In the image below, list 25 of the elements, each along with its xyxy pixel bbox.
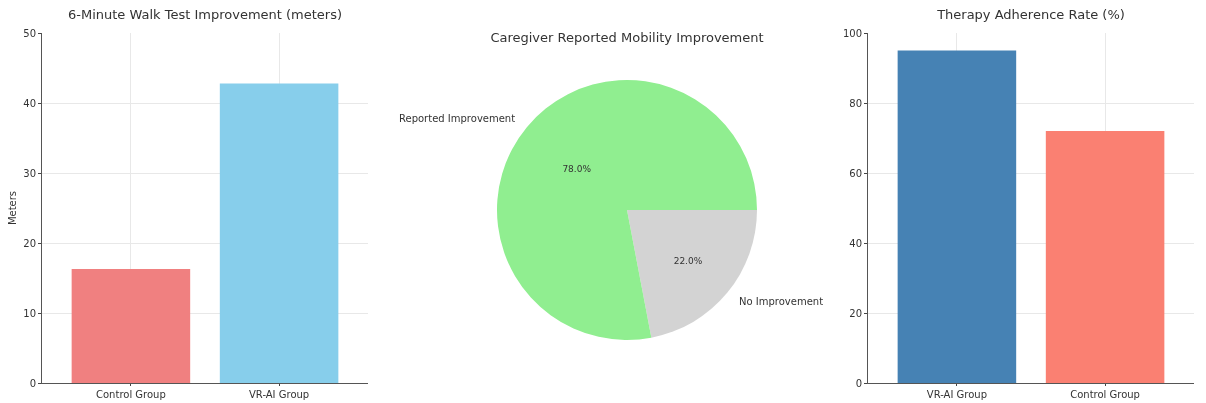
y-tick-label: 50 [23,27,36,39]
y-tick-label: 100 [842,27,862,39]
x-tick-label: VR-AI Group [249,389,310,400]
y-tick-label: 60 [849,167,862,179]
chart-title: 6-Minute Walk Test Improvement (meters) [67,6,343,22]
y-axis-title: Meters [7,190,19,226]
y-tick-label: 0 [29,377,36,389]
y-tick-label: 30 [23,167,36,179]
y-tick-label: 40 [849,237,862,249]
y-tick-label: 20 [849,307,862,319]
pie-slice [627,210,757,338]
chart-title: Therapy Adherence Rate (%) [936,6,1125,22]
data-label: 78.0% [562,163,592,174]
x-tick-label: Control Group [96,389,166,400]
y-tick-label: 80 [849,97,862,109]
slice-label: Reported Improvement [399,113,516,124]
x-tick-label: Control Group [1070,389,1140,400]
y-tick-label: 40 [23,97,36,109]
x-tick-label: VR-AI Group [926,389,987,400]
data-label: 22.0% [673,255,703,266]
y-tick-label: 20 [23,237,36,249]
y-tick-label: 0 [855,377,862,389]
slice-label: No Improvement [739,296,824,307]
y-tick-label: 10 [23,307,36,319]
chart-title: Caregiver Reported Mobility Improvement [490,29,764,45]
